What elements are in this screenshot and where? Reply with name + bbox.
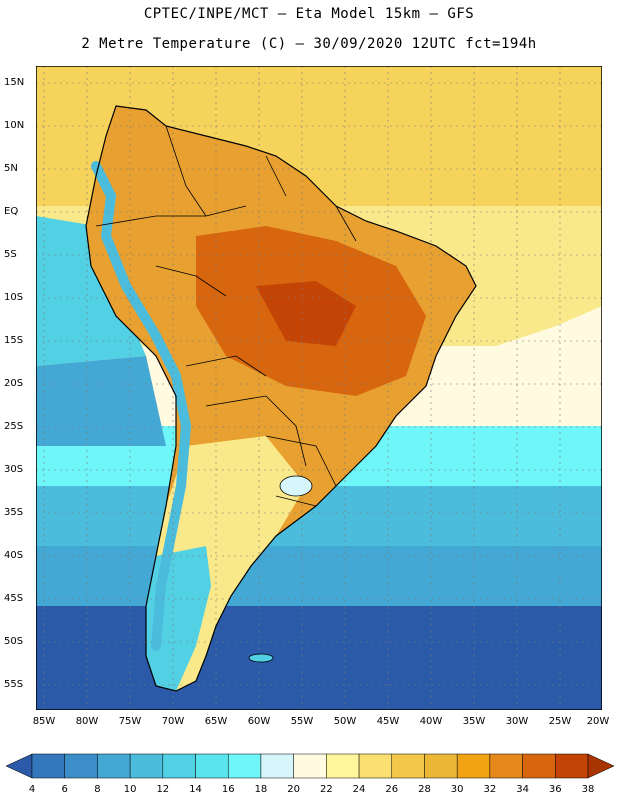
colorbar-swatch bbox=[31, 753, 65, 779]
colorbar-swatch bbox=[129, 753, 164, 779]
lat-label: 20S bbox=[4, 378, 24, 389]
lat-label: 10S bbox=[4, 292, 24, 303]
colorbar-tick-label: 36 bbox=[548, 784, 562, 795]
lon-label: 50W bbox=[333, 716, 357, 727]
triangle-left-icon bbox=[6, 753, 33, 779]
colorbar-tick-label: 32 bbox=[483, 784, 497, 795]
graticule bbox=[36, 66, 602, 710]
title-line-2: 2 Metre Temperature (C) – 30/09/2020 12U… bbox=[81, 36, 537, 52]
colorbar-tick-label: 8 bbox=[94, 784, 101, 795]
ocean-pacific-cool bbox=[36, 216, 146, 366]
colorbar-swatch bbox=[522, 753, 556, 779]
colorbar-tick-label: 20 bbox=[287, 784, 300, 795]
lon-label: 45W bbox=[376, 716, 400, 727]
ocean-band-cold bbox=[36, 606, 602, 710]
lat-label: 15S bbox=[4, 335, 24, 346]
lon-label: 60W bbox=[247, 716, 271, 727]
lagoon bbox=[279, 475, 313, 497]
colorbar-swatch bbox=[293, 753, 327, 779]
lon-label: 65W bbox=[204, 716, 228, 727]
colorbar bbox=[6, 753, 614, 779]
colorbar-swatch bbox=[358, 753, 393, 779]
colorbar-tick-label: 24 bbox=[352, 784, 366, 795]
lon-label: 20W bbox=[586, 716, 610, 727]
colorbar-tick-label: 26 bbox=[385, 784, 399, 795]
lat-label: 55S bbox=[4, 679, 24, 690]
andes bbox=[91, 161, 192, 651]
ocean-pacific-cold bbox=[36, 356, 166, 446]
lat-label: 5N bbox=[4, 163, 18, 174]
colorbar-tick-label: 28 bbox=[418, 784, 431, 795]
lon-label: 75W bbox=[118, 716, 142, 727]
temperature-map bbox=[36, 66, 602, 710]
lon-label: 70W bbox=[161, 716, 185, 727]
colorbar-tick-label: 12 bbox=[156, 784, 170, 795]
colorbar-tick-label: 16 bbox=[221, 784, 235, 795]
colorbar-tick-label: 6 bbox=[61, 784, 68, 795]
lat-label: 40S bbox=[4, 550, 24, 561]
lat-label: 15N bbox=[4, 77, 25, 88]
colorbar-tick-label: 4 bbox=[28, 784, 36, 795]
lat-label: 30S bbox=[4, 464, 24, 475]
lon-label: 85W bbox=[32, 716, 56, 727]
colorbar-tick-label: 22 bbox=[319, 784, 333, 795]
colorbar-swatch bbox=[456, 753, 491, 779]
colorbar-swatch bbox=[260, 753, 294, 779]
colorbar-tick-label: 10 bbox=[123, 784, 137, 795]
lat-label: 50S bbox=[4, 636, 24, 647]
colorbar-swatch bbox=[424, 753, 458, 779]
colorbar-swatch bbox=[326, 753, 360, 779]
lon-label: 80W bbox=[75, 716, 99, 727]
colorbar-tick-label: 14 bbox=[189, 784, 202, 795]
lat-label: 45S bbox=[4, 593, 24, 604]
lat-label: 10N bbox=[4, 120, 25, 131]
title-line-1: CPTEC/INPE/MCT – Eta Model 15km – GFS bbox=[143, 6, 475, 22]
coastline bbox=[85, 105, 477, 692]
colorbar-tick-label: 30 bbox=[450, 784, 464, 795]
country-borders bbox=[95, 125, 357, 507]
colorbar-swatch bbox=[489, 753, 523, 779]
colorbar-swatch bbox=[195, 753, 229, 779]
colorbar-swatch bbox=[97, 753, 131, 779]
ocean-warm-tongue bbox=[436, 306, 602, 406]
lon-label: 30W bbox=[505, 716, 529, 727]
lat-label: EQ bbox=[4, 206, 19, 217]
lon-label: 40W bbox=[419, 716, 443, 727]
colorbar-swatch bbox=[64, 753, 98, 779]
falkland-islands bbox=[248, 653, 274, 663]
lat-label: 35S bbox=[4, 507, 24, 518]
colorbar-tick-label: 38 bbox=[581, 784, 595, 795]
lat-label: 5S bbox=[4, 249, 17, 260]
heat-core-inner bbox=[256, 281, 356, 346]
lon-label: 25W bbox=[548, 716, 572, 727]
colorbar-swatch bbox=[391, 753, 425, 779]
lon-label: 55W bbox=[290, 716, 314, 727]
lat-label: 25S bbox=[4, 421, 24, 432]
colorbar-swatch bbox=[162, 753, 196, 779]
colorbar-tick-label: 34 bbox=[516, 784, 529, 795]
triangle-right-icon bbox=[587, 753, 614, 779]
colorbar-swatch bbox=[555, 753, 589, 779]
colorbar-tick-label: 18 bbox=[254, 784, 268, 795]
colorbar-swatch bbox=[227, 753, 262, 779]
lon-label: 35W bbox=[462, 716, 486, 727]
